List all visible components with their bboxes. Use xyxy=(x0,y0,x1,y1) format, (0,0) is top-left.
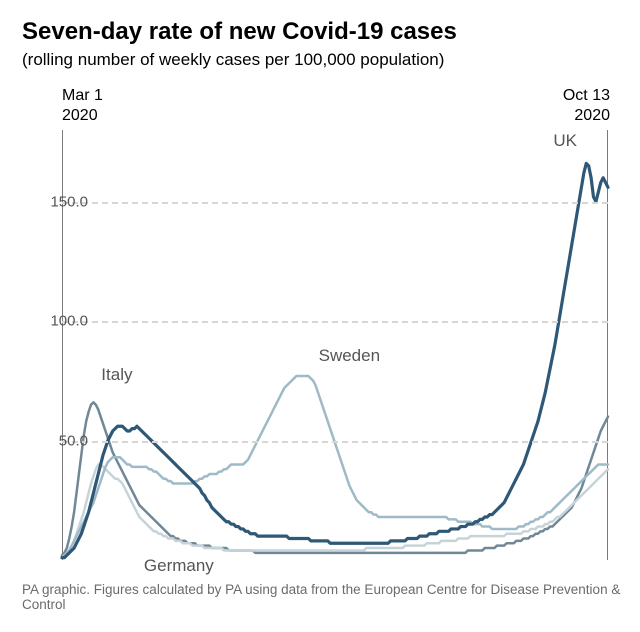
series-label-sweden: Sweden xyxy=(319,346,380,366)
grid-line xyxy=(62,441,608,443)
grid-line xyxy=(62,321,608,323)
series-label-germany: Germany xyxy=(144,556,214,576)
y-tick-label: 150.0 xyxy=(50,193,88,210)
series-label-italy: Italy xyxy=(101,365,132,385)
series-label-uk: UK xyxy=(553,131,577,151)
chart-subtitle: (rolling number of weekly cases per 100,… xyxy=(22,50,444,70)
grid-line xyxy=(62,202,608,204)
chart-container: Seven-day rate of new Covid-19 cases (ro… xyxy=(0,0,640,632)
y-tick-label: 100.0 xyxy=(50,313,88,330)
y-tick-label: 50.0 xyxy=(59,432,88,449)
x-end-label: Oct 132020 xyxy=(563,86,610,126)
plot-area xyxy=(62,130,608,560)
x-start-label: Mar 12020 xyxy=(62,86,103,126)
line-layer xyxy=(62,130,608,560)
source-note: PA graphic. Figures calculated by PA usi… xyxy=(22,582,640,612)
chart-title: Seven-day rate of new Covid-19 cases xyxy=(22,18,457,46)
